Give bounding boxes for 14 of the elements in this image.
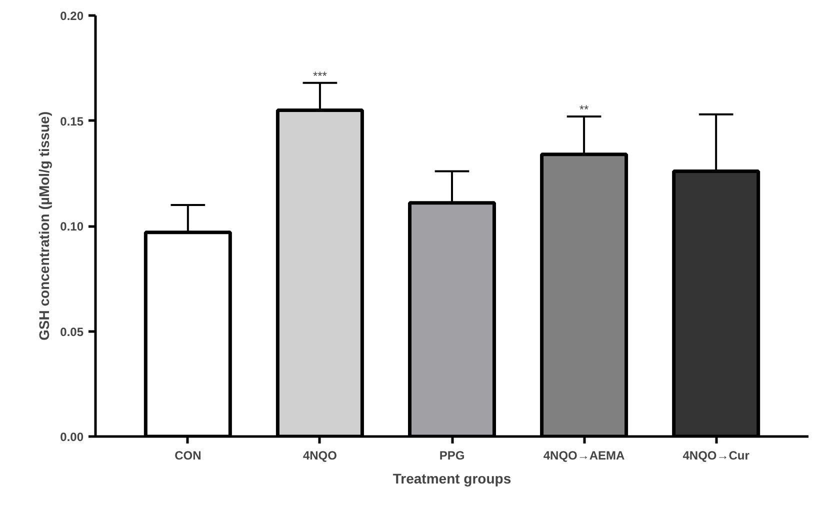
data-label: ** — [579, 102, 590, 117]
y-axis-title: GSH concentration (µMol/g tissue) — [36, 112, 52, 340]
x-tick-label: 4NQO — [302, 448, 337, 462]
x-tick-label: PPG — [439, 448, 465, 462]
x-tick-label: CON — [174, 448, 202, 462]
x-axis-title: Treatment groups — [392, 470, 512, 486]
x-tick-label: 4NQO→Cur — [682, 448, 750, 462]
y-tick-label: 0.10 — [60, 220, 84, 234]
y-tick-label: 0.15 — [60, 114, 84, 128]
data-label: *** — [312, 68, 328, 83]
y-tick-label: 0.20 — [60, 9, 84, 23]
x-tick-label: 4NQO→AEMA — [543, 448, 626, 462]
y-tick-label: 0.00 — [60, 430, 84, 444]
y-tick-label: 0.05 — [60, 324, 84, 339]
